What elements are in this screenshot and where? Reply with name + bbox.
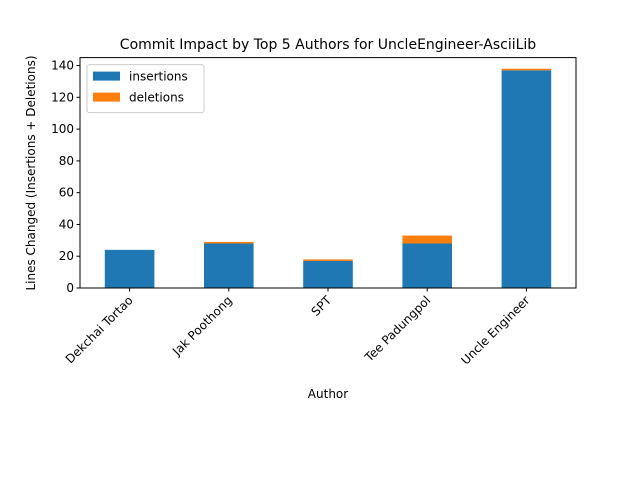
legend-swatch-insertions	[93, 71, 120, 81]
x-tick-label: Tee Padungpol	[361, 293, 433, 365]
bar-insertions-4	[501, 70, 552, 288]
bar-deletions-3	[402, 235, 452, 244]
legend-label-insertions: insertions	[129, 70, 188, 84]
y-tick-label: 80	[59, 154, 74, 168]
x-tick-label: Dekchai Tortao	[63, 293, 136, 366]
x-tick-label: Uncle Engineer	[458, 293, 532, 367]
legend-swatch-deletions	[93, 92, 120, 102]
y-tick-label: 20	[59, 249, 74, 263]
bar-insertions-2	[303, 260, 353, 288]
y-axis: 0 20 40 60 80 100 120 140	[51, 59, 80, 295]
y-tick-label: 120	[51, 90, 74, 104]
x-axis: Dekchai Tortao Jak Poothong SPT Tee Padungp…	[63, 288, 533, 367]
y-axis-title: Lines Changed (Insertions + Deletions)	[24, 55, 38, 290]
bars-group	[104, 68, 552, 288]
y-tick-label: 40	[59, 217, 74, 231]
bar-insertions-0	[104, 249, 155, 288]
bar-deletions-2	[303, 259, 353, 261]
y-tick-label: 60	[59, 186, 74, 200]
chart-title: Commit Impact by Top 5 Authors for Uncle…	[120, 37, 537, 53]
y-tick-label: 0	[66, 281, 74, 295]
bar-insertions-3	[402, 243, 452, 288]
y-tick-label: 100	[51, 122, 74, 136]
x-tick-label: SPT	[309, 293, 335, 319]
bar-deletions-1	[204, 241, 254, 244]
bar-insertions-1	[204, 243, 254, 288]
x-tick-label: Jak Poothong	[169, 293, 235, 359]
bar-deletions-4	[501, 68, 552, 71]
x-axis-title: Author	[308, 387, 348, 401]
legend: insertions deletions	[86, 64, 205, 114]
legend-label-deletions: deletions	[129, 91, 184, 105]
y-tick-label: 140	[51, 59, 74, 73]
